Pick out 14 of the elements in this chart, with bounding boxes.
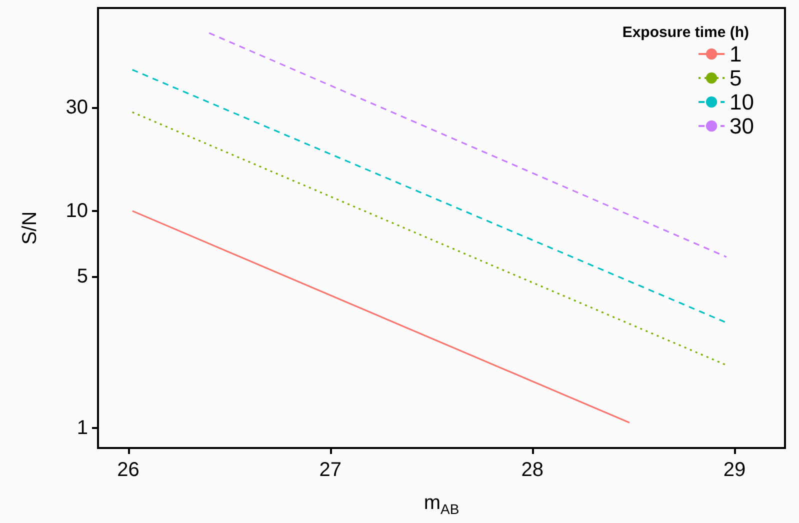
legend-label: 5 (730, 66, 742, 90)
legend-label: 1 (730, 42, 742, 66)
y-tick-label: 10 (66, 200, 88, 222)
y-tick-label: 30 (66, 96, 88, 118)
legend-title: Exposure time (h) (622, 24, 750, 41)
x-tick-label: 27 (319, 459, 342, 481)
x-tick-label: 29 (723, 459, 746, 481)
y-axis-title: S/N (19, 211, 41, 245)
legend-label: 10 (730, 90, 754, 114)
x-tick-label: 28 (521, 459, 544, 481)
legend-label: 30 (730, 114, 754, 138)
y-tick-label: 5 (76, 265, 88, 288)
x-tick-label: 26 (117, 459, 140, 481)
y-tick-label: 1 (76, 417, 88, 440)
